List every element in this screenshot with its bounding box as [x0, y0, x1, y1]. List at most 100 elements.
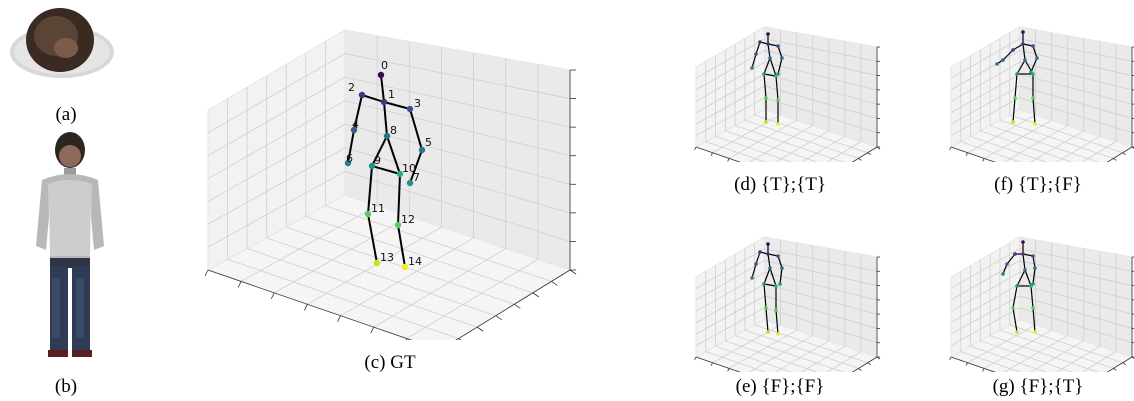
joint-label: 4 — [352, 118, 359, 131]
grid-line — [344, 100, 571, 157]
grid-line — [695, 295, 765, 335]
skeleton-joint — [358, 91, 366, 99]
axis-tick — [867, 152, 871, 156]
skeleton-joint — [762, 72, 766, 76]
grid-line — [764, 307, 878, 344]
grid-line — [227, 258, 459, 339]
joint-label: 10 — [402, 162, 416, 175]
joint-label: 1 — [388, 88, 395, 101]
grid-line — [695, 248, 765, 289]
caption-b: (b) — [54, 376, 78, 397]
grid-line — [764, 50, 878, 76]
joint-label: 2 — [348, 81, 355, 94]
grid-line — [950, 260, 1020, 301]
skeleton-joint — [377, 71, 385, 79]
skeleton-bone — [409, 108, 423, 151]
grid-line — [207, 171, 346, 248]
skeleton-joint — [766, 330, 770, 334]
skeleton-joint — [754, 262, 758, 266]
axis-tick — [858, 368, 862, 371]
skeleton-bone — [367, 165, 373, 215]
skeleton-joint — [764, 120, 768, 124]
skeleton-joint — [1015, 330, 1019, 334]
skeleton-joint — [1021, 42, 1025, 46]
skeleton-joint — [1031, 96, 1035, 100]
grid-line — [950, 272, 1020, 312]
skeleton-joint — [350, 126, 358, 134]
skeleton-joint — [394, 221, 402, 229]
grid-line — [950, 50, 1020, 91]
skeleton-bone — [1032, 255, 1036, 269]
grid-line — [286, 226, 515, 305]
skeleton-joint — [1031, 306, 1035, 310]
joint-label: 9 — [374, 154, 381, 167]
axis-edge — [439, 269, 571, 351]
grid-line — [1019, 50, 1133, 76]
skeleton-bone — [775, 75, 779, 101]
joint-label: 14 — [408, 255, 422, 268]
grid-line — [307, 226, 442, 305]
grid-line — [695, 85, 765, 125]
skeleton-bone — [763, 267, 771, 285]
grid-line — [950, 248, 1020, 289]
skeleton-joint — [776, 332, 780, 336]
skeleton-joint — [406, 105, 414, 113]
skeleton-bone — [755, 251, 761, 265]
skeleton-bone — [1014, 73, 1018, 99]
skeleton-joint — [383, 132, 391, 140]
skeleton-joint — [1033, 330, 1037, 334]
grid-line — [1019, 295, 1133, 329]
skeleton-bone — [353, 94, 363, 131]
grid-line — [950, 307, 1020, 346]
axis-tick — [403, 338, 408, 345]
grid-line — [695, 50, 765, 91]
joint-label: 8 — [390, 124, 397, 137]
skeleton-joint — [766, 42, 770, 46]
axis-tick — [532, 292, 540, 298]
skeleton-joint — [1011, 306, 1015, 310]
skeleton-bone — [763, 73, 777, 77]
grid-line — [728, 119, 797, 159]
axis-tick — [1113, 158, 1117, 161]
grid-line — [344, 147, 571, 214]
skeleton-joint — [1013, 252, 1017, 256]
axis-tick — [458, 338, 465, 343]
grid-line — [764, 283, 878, 315]
caption-c: (c) GT — [364, 352, 416, 373]
skeleton-bone — [767, 253, 771, 269]
grid-line — [1019, 248, 1133, 272]
grid-line — [344, 171, 571, 242]
skeleton-bone — [347, 129, 355, 164]
grid-line — [1019, 97, 1133, 134]
grid-line — [950, 73, 1020, 114]
grid-line — [990, 125, 1105, 165]
grid-line — [207, 100, 346, 179]
skeleton-bone — [779, 267, 783, 285]
skeleton-bone — [1032, 267, 1036, 285]
grid-line — [240, 205, 378, 282]
skeleton-bone — [1032, 45, 1038, 59]
grid-line — [744, 329, 859, 369]
skeleton-bone — [1006, 253, 1016, 265]
skeleton-plot-g — [945, 232, 1134, 401]
grid-line — [1019, 73, 1133, 105]
caption-e: (e) {F};{F} — [735, 376, 825, 397]
skeleton-joint — [396, 170, 404, 178]
axis-tick — [867, 362, 871, 366]
skeleton-joint — [401, 263, 409, 271]
skeleton-bone — [386, 135, 401, 175]
skeleton-bone — [397, 173, 401, 226]
skeleton-joint — [380, 98, 388, 106]
grid-line — [695, 73, 765, 114]
grid-line — [274, 216, 410, 294]
skeleton-bone — [1012, 285, 1018, 309]
skeleton-joint — [776, 44, 780, 48]
skeleton-joint — [776, 98, 780, 102]
skeleton-joint — [1015, 72, 1019, 76]
grid-line — [735, 335, 850, 375]
grid-line — [764, 61, 878, 91]
axis-tick — [949, 356, 952, 361]
joint-label: 7 — [413, 171, 420, 184]
grid-line — [207, 76, 346, 157]
skeleton-joint — [1031, 254, 1035, 258]
